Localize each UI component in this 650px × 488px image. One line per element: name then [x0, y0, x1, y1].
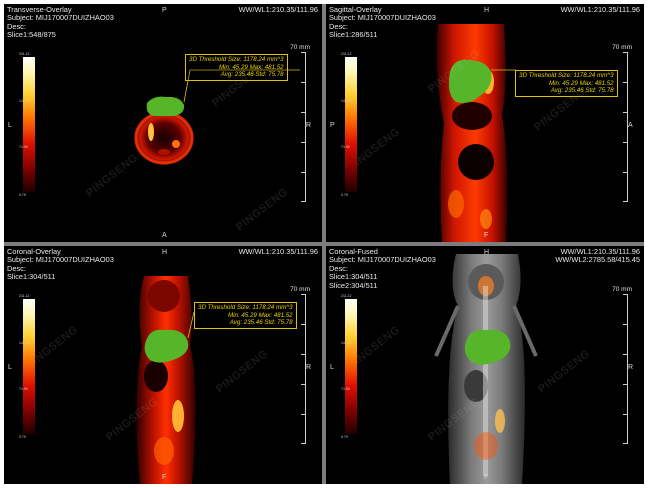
roi-stats-box[interactable]: 3D Threshold Size: 1178.24 mm^3 Min: 45.…	[185, 54, 288, 81]
orientation-bottom: A	[162, 232, 167, 239]
subject-label: Subject: MIJ170007DUIZHAO03	[7, 255, 114, 265]
slice-label: Slice1:304/511	[7, 272, 56, 282]
pane-info: Coronal-Fused Subject: MIJ170007DUIZHAO0…	[329, 247, 436, 290]
subject-label: Subject: MIJ170007DUIZHAO03	[7, 13, 114, 23]
sagittal-pet-image	[436, 24, 516, 242]
slice-label: Slice1:548/875	[7, 30, 56, 40]
orientation-right: R	[306, 122, 312, 129]
subject-label: Subject: MIJ170007DUIZHAO03	[329, 255, 436, 265]
colorbar	[23, 57, 35, 192]
roi-avg-std: Avg: 235.46 Std: 75.78	[220, 71, 284, 78]
orientation-bottom: F	[162, 474, 167, 481]
ruler-label: 70 mm	[612, 44, 632, 51]
orientation-left: L	[8, 122, 12, 129]
colorbar-tick: 0.79	[341, 193, 348, 197]
orientation-top: H	[484, 7, 490, 14]
orientation-right: R	[628, 364, 634, 371]
window-level-label: WW/WL1:210.35/111.96	[560, 247, 640, 256]
roi-avg-std: Avg: 235.46 Std: 75.78	[550, 87, 614, 94]
desc-label: Desc:	[7, 263, 26, 273]
orientation-left: L	[8, 364, 12, 371]
colorbar-tick: 147.82	[19, 341, 30, 345]
orientation-bottom: F	[484, 474, 489, 481]
ruler-label: 70 mm	[290, 286, 310, 293]
subject-label: Subject: MIJ170007DUIZHAO03	[329, 13, 436, 23]
roi-min-max: Min: 45.29 Max: 481.52	[548, 79, 614, 87]
desc-label: Desc:	[329, 263, 348, 273]
scale-ruler	[620, 294, 628, 444]
window-level-info: WW/WL1:210.35/111.96 WW/WL2:2785.58/415.…	[555, 247, 640, 265]
roi-size: 3D Threshold Size: 1178.24 mm^3	[189, 56, 284, 63]
orientation-left: L	[330, 364, 334, 371]
colorbar-tick: 147.82	[341, 341, 352, 345]
pane-title: Sagittal-Overlay	[329, 5, 382, 14]
orientation-bottom: F	[484, 232, 489, 239]
transverse-pet-image	[134, 69, 300, 165]
scale-ruler	[620, 52, 628, 202]
orientation-right: R	[306, 364, 312, 371]
desc-label: Desc:	[7, 21, 26, 31]
slice2-label: Slice2:304/511	[329, 280, 378, 290]
medical-image-viewer: PINGSENG PINGSENG PINGSENG Transverse-Ov…	[4, 4, 644, 484]
transverse-viewport[interactable]: PINGSENG PINGSENG PINGSENG Transverse-Ov…	[4, 4, 322, 242]
colorbar-tick: 211.12	[341, 52, 352, 56]
slice-label: Slice1:304/511	[329, 272, 378, 282]
roi-size: 3D Threshold Size: 1178.24 mm^3	[198, 304, 293, 311]
coronal-fused-image	[434, 254, 538, 484]
pane-title: Coronal-Fused	[329, 247, 378, 256]
colorbar-tick: 74.90	[341, 145, 350, 149]
window-level-label: WW/WL1:210.35/111.96	[560, 5, 640, 14]
colorbar-tick: 211.12	[19, 52, 30, 56]
ruler-label: 70 mm	[612, 286, 632, 293]
colorbar-tick: 147.82	[19, 99, 30, 103]
colorbar-tick: 211.12	[341, 294, 352, 298]
roi-stats-box[interactable]: 3D Threshold Size: 1178.24 mm^3 Min: 45.…	[194, 302, 297, 329]
roi-min-max: Min: 45.29 Max: 481.52	[218, 63, 284, 71]
pane-title: Coronal-Overlay	[7, 247, 61, 256]
pane-info: Coronal-Overlay Subject: MIJ170007DUIZHA…	[7, 247, 114, 282]
desc-label: Desc:	[329, 21, 348, 31]
colorbar	[345, 299, 357, 434]
pane-info: Sagittal-Overlay Subject: MIJ170007DUIZH…	[329, 5, 436, 40]
coronal-fused-viewport[interactable]: PINGSENG PINGSENG PINGSENG Coronal-Fused…	[326, 246, 644, 484]
slice-label: Slice1:286/511	[329, 30, 378, 40]
colorbar-tick: 74.90	[341, 387, 350, 391]
sagittal-viewport[interactable]: PINGSENG PINGSENG PINGSENG Sagittal-Over…	[326, 4, 644, 242]
window-level-label: WW/WL1:210.35/111.96	[238, 247, 318, 256]
colorbar-tick: 0.79	[19, 193, 26, 197]
colorbar	[345, 57, 357, 192]
roi-avg-std: Avg: 235.46 Std: 75.78	[229, 319, 293, 326]
orientation-left: P	[330, 122, 335, 129]
scale-ruler	[298, 294, 306, 444]
colorbar-tick: 147.82	[341, 99, 352, 103]
colorbar-tick: 74.90	[19, 145, 28, 149]
coronal-viewport[interactable]: PINGSENG PINGSENG PINGSENG Coronal-Overl…	[4, 246, 322, 484]
colorbar-tick: 0.79	[19, 435, 26, 439]
colorbar-tick: 211.12	[19, 294, 30, 298]
roi-size: 3D Threshold Size: 1178.24 mm^3	[519, 72, 614, 79]
orientation-right: A	[628, 122, 633, 129]
window-level2-label: WW/WL2:2785.58/415.45	[555, 255, 640, 265]
colorbar	[23, 299, 35, 434]
coronal-pet-image	[136, 276, 196, 484]
colorbar-tick: 74.90	[19, 387, 28, 391]
roi-min-max: Min: 45.29 Max: 481.52	[227, 311, 293, 319]
scale-ruler	[298, 52, 306, 202]
roi-stats-box[interactable]: 3D Threshold Size: 1178.24 mm^3 Min: 45.…	[515, 70, 618, 97]
ruler-label: 70 mm	[290, 44, 310, 51]
window-level-label: WW/WL1:210.35/111.96	[238, 5, 318, 14]
orientation-top: P	[162, 7, 167, 14]
pane-info: Transverse-Overlay Subject: MIJ170007DUI…	[7, 5, 114, 40]
colorbar-tick: 0.79	[341, 435, 348, 439]
pane-title: Transverse-Overlay	[7, 5, 72, 14]
orientation-top: H	[484, 249, 490, 256]
orientation-top: H	[162, 249, 168, 256]
